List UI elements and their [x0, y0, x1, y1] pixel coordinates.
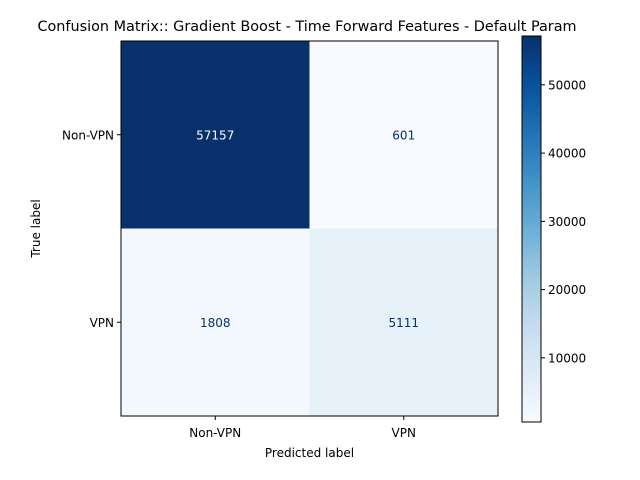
- x-axis-label: Predicted label: [265, 446, 354, 460]
- y-axis-label: True label: [29, 199, 43, 258]
- colorbar-tick-label: 50000: [548, 78, 586, 92]
- plot-frame: [120, 40, 499, 417]
- cell-value-label: 5111: [388, 316, 419, 330]
- heatmap-cell: [121, 228, 310, 416]
- heatmap-cell: [309, 228, 498, 416]
- colorbar-tick-label: 10000: [548, 351, 586, 365]
- y-tick-label: VPN: [90, 316, 114, 330]
- colorbar-tick-label: 40000: [548, 147, 586, 161]
- heatmap-cells: 57157 601 1808 5111: [121, 41, 498, 416]
- y-tick-label: Non-VPN: [62, 128, 114, 142]
- heatmap-cell: [309, 41, 498, 229]
- y-axis: Non-VPN VPN: [62, 128, 121, 330]
- cell-value-label: 57157: [196, 128, 234, 142]
- colorbar: [521, 35, 542, 423]
- cell-value-label: 601: [392, 128, 415, 142]
- x-tick-label: VPN: [392, 426, 416, 440]
- x-tick-label: Non-VPN: [189, 426, 241, 440]
- colorbar-tick-label: 30000: [548, 215, 586, 229]
- heatmap-cell: [121, 41, 310, 229]
- chart-title: Confusion Matrix:: Gradient Boost - Time…: [37, 19, 576, 35]
- x-axis: Non-VPN VPN: [189, 416, 416, 440]
- colorbar-axis: 10000 20000 30000 40000 50000: [541, 78, 586, 365]
- colorbar-tick-label: 20000: [548, 283, 586, 297]
- cell-value-label: 1808: [200, 316, 231, 330]
